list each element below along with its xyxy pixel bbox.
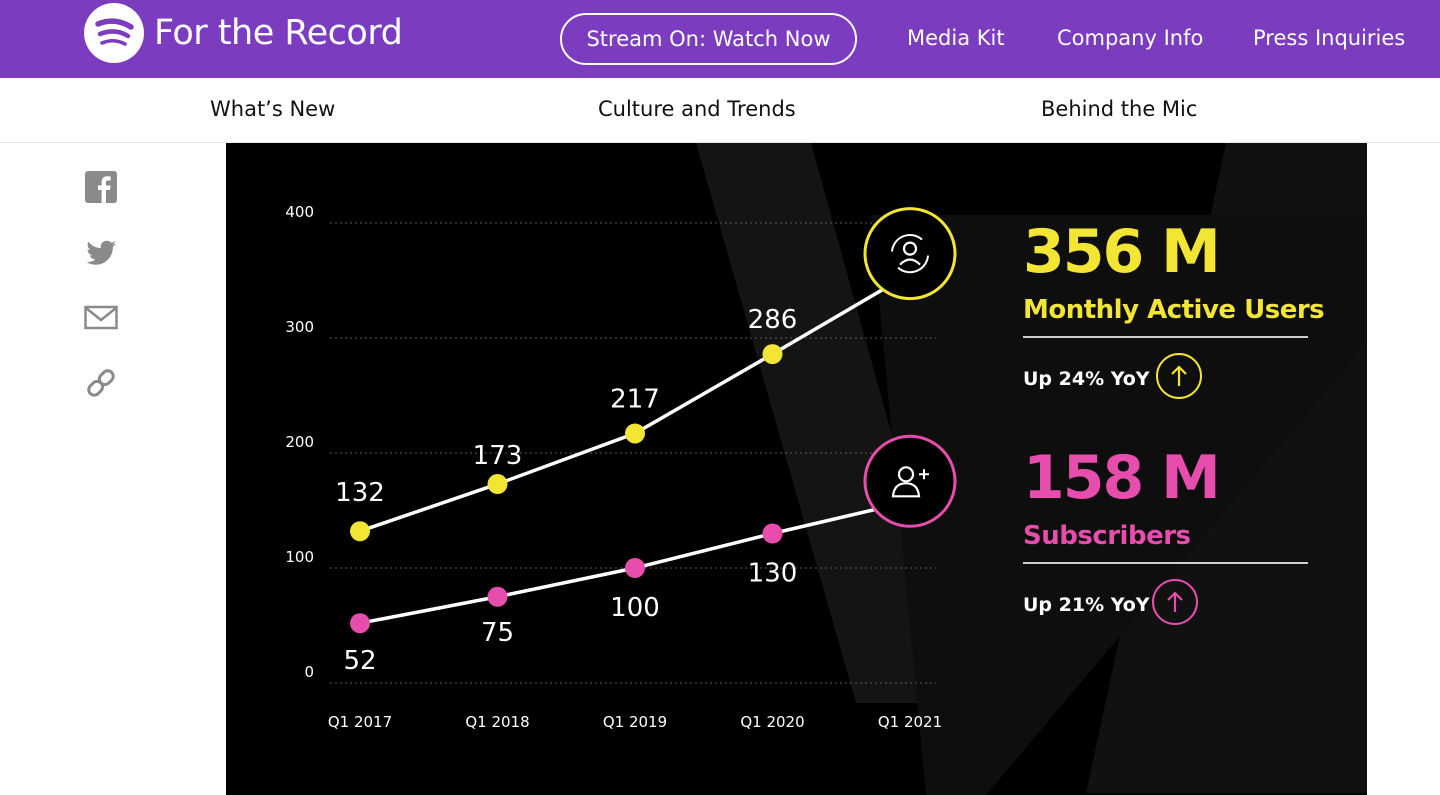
- data-point: [762, 344, 783, 365]
- mau-yoy: Up 24% YoY: [1023, 368, 1150, 390]
- x-tick-label: Q1 2020: [740, 713, 804, 731]
- mail-icon[interactable]: [84, 300, 118, 334]
- infographic-panel: 0 100 200 300 400 Q1 2017 Q1 2018 Q1 2019 Q1 202…: [226, 143, 1367, 795]
- x-tick-label: Q1 2017: [328, 713, 392, 731]
- x-tick-label: Q1 2018: [465, 713, 529, 731]
- nav-media-kit[interactable]: Media Kit: [907, 26, 1005, 50]
- subscribers-value: 158 M: [1023, 443, 1221, 513]
- data-label: 173: [473, 441, 523, 471]
- top-navigation-bar: For the Record Stream On: Watch Now Medi…: [0, 0, 1440, 78]
- add-user-icon: [897, 466, 915, 483]
- data-label: 286: [748, 305, 798, 335]
- facebook-icon[interactable]: [84, 170, 118, 204]
- data-point: [487, 586, 508, 607]
- data-point: [350, 613, 370, 634]
- nav-press-inquiries[interactable]: Press Inquiries: [1253, 26, 1406, 50]
- nav-culture-and-trends[interactable]: Culture and Trends: [598, 97, 796, 121]
- growth-line-chart: 0 100 200 300 400 Q1 2017 Q1 2018 Q1 2019 Q1 202…: [285, 203, 957, 731]
- link-icon[interactable]: [84, 366, 118, 400]
- data-label: 75: [481, 618, 514, 648]
- y-tick-label: 100: [285, 548, 314, 566]
- data-label: 100: [610, 593, 660, 623]
- stream-on-button[interactable]: Stream On: Watch Now: [560, 13, 857, 65]
- data-point: [625, 558, 645, 578]
- up-arrow-icon: [1156, 353, 1202, 399]
- mau-label: Monthly Active Users: [1023, 295, 1325, 325]
- twitter-icon[interactable]: [84, 235, 118, 269]
- user-refresh-icon: [902, 241, 918, 256]
- mau-value: 356 M: [1023, 217, 1221, 287]
- brand-name: For the Record: [154, 13, 403, 53]
- nav-company-info[interactable]: Company Info: [1057, 26, 1204, 50]
- nav-whats-new[interactable]: What’s New: [210, 97, 336, 121]
- subscribers-yoy: Up 21% YoY: [1023, 594, 1150, 616]
- y-tick-label: 200: [285, 433, 314, 451]
- data-label: 217: [610, 384, 660, 414]
- data-point: [762, 523, 783, 544]
- brand-logo[interactable]: For the Record: [84, 3, 403, 63]
- subscribers-label: Subscribers: [1023, 521, 1191, 551]
- data-label: 52: [343, 646, 376, 676]
- category-navigation: What’s New Culture and Trends Behind the…: [0, 78, 1440, 143]
- panel-background-shapes: [696, 143, 1367, 795]
- data-point: [625, 423, 645, 444]
- y-tick-label: 300: [285, 318, 314, 336]
- data-label: 132: [335, 478, 385, 508]
- y-tick-label: 0: [304, 663, 314, 681]
- up-arrow-icon: [1152, 579, 1198, 625]
- y-tick-label: 400: [285, 203, 314, 221]
- add-user-icon: [891, 482, 921, 498]
- user-refresh-icon: [891, 233, 923, 252]
- add-user-icon: [919, 469, 929, 480]
- subscribers-divider: [1023, 562, 1308, 564]
- data-label: 130: [748, 559, 798, 589]
- x-tick-label: Q1 2021: [878, 713, 942, 731]
- x-tick-label: Q1 2019: [603, 713, 667, 731]
- mau-divider: [1023, 336, 1308, 338]
- spotify-logo-icon: [84, 3, 144, 63]
- nav-behind-the-mic[interactable]: Behind the Mic: [1041, 97, 1198, 121]
- data-point: [350, 521, 370, 542]
- user-refresh-icon: [897, 255, 929, 274]
- data-point: [487, 474, 508, 495]
- user-refresh-icon: [899, 258, 921, 266]
